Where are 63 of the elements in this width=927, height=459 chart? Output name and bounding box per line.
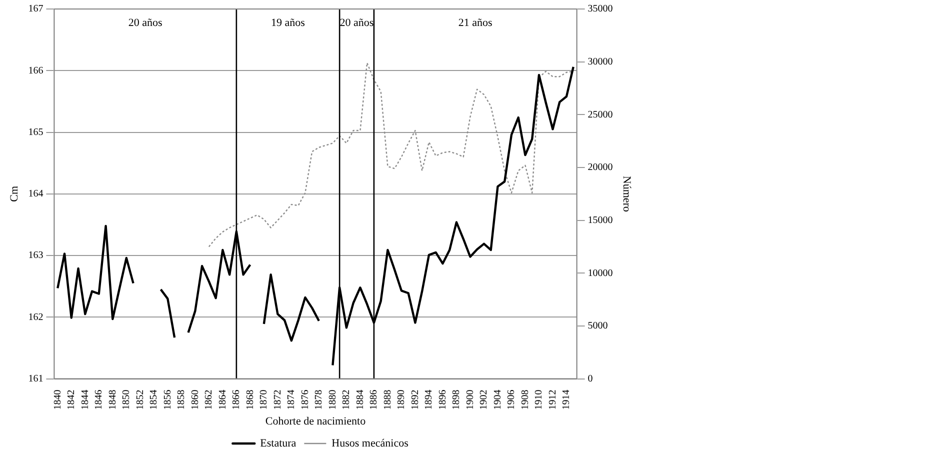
x-tick-label: 1910 — [534, 390, 545, 410]
x-tick-label: 1864 — [217, 390, 228, 410]
x-tick-label: 1844 — [80, 390, 91, 410]
y2-tick-label: 5000 — [588, 320, 608, 332]
x-tick-label: 1902 — [478, 390, 490, 410]
y2-tick-label: 35000 — [588, 4, 613, 15]
x-tick-label: 1896 — [437, 390, 448, 410]
x-tick-label: 1888 — [382, 390, 394, 410]
x-tick-label: 1892 — [410, 390, 421, 410]
y-axis-title: Cm — [8, 186, 20, 202]
x-tick-label: 1884 — [354, 390, 366, 410]
x-tick-label: 1850 — [121, 390, 132, 410]
x-tick-label: 1886 — [368, 390, 380, 410]
x-tick-label: 1846 — [94, 390, 105, 410]
x-tick-label: 1856 — [162, 390, 174, 410]
x-tick-label: 1904 — [492, 390, 504, 410]
y2-tick-label: 10000 — [588, 268, 613, 279]
y-tick-label: 163 — [28, 250, 44, 262]
x-tick-label: 1876 — [300, 390, 311, 410]
y-tick-label: 166 — [28, 65, 44, 76]
x-tick-label: 1858 — [176, 390, 188, 410]
y2-tick-label: 15000 — [588, 214, 613, 226]
legend-label: Estatura — [260, 437, 296, 450]
y2-tick-label: 20000 — [588, 162, 613, 174]
x-tick-label: 1906 — [506, 390, 518, 410]
legend-label: Husos mecánicos — [332, 437, 408, 450]
y-tick-label: 167 — [28, 4, 44, 15]
x-tick-label: 1908 — [520, 390, 531, 410]
annotation: 20 años — [340, 16, 374, 29]
x-tick-label: 1874 — [286, 390, 298, 410]
x-tick-label: 1882 — [341, 390, 352, 410]
y-tick-label: 165 — [28, 126, 44, 138]
y-tick-label: 164 — [28, 188, 44, 200]
x-tick-label: 1894 — [424, 390, 435, 410]
x-tick-label: 1854 — [148, 390, 160, 410]
line-series — [208, 62, 574, 248]
x-tick-label: 1890 — [396, 390, 408, 410]
x-tick-label: 1868 — [244, 390, 256, 410]
x-tick-label: 1852 — [134, 390, 146, 410]
annotation: 20 años — [128, 16, 162, 29]
x-tick-label: 1878 — [314, 390, 325, 410]
x-tick-label: 1842 — [66, 390, 78, 410]
y2-tick-label: 0 — [588, 373, 593, 384]
x-tick-label: 1848 — [107, 390, 118, 410]
x-tick-label: 1898 — [451, 390, 462, 410]
x-tick-label: 1912 — [547, 390, 558, 410]
x-tick-label: 1866 — [231, 390, 242, 410]
y2-tick-label: 25000 — [588, 109, 613, 120]
y-tick-label: 162 — [28, 312, 44, 323]
x-tick-label: 1862 — [204, 390, 215, 410]
x-tick-label: 1872 — [272, 390, 284, 410]
x-tick-label: 1870 — [258, 390, 270, 410]
annotation: 19 años — [271, 16, 305, 29]
x-axis-title: Cohorte de nacimiento — [265, 415, 366, 428]
annotation: 21 años — [458, 16, 492, 29]
x-tick-label: 1914 — [561, 390, 572, 410]
x-tick-label: 1880 — [327, 390, 338, 410]
x-tick-label: 1860 — [190, 390, 201, 410]
y-tick-label: 161 — [28, 373, 44, 384]
y2-tick-label: 30000 — [588, 56, 613, 68]
x-tick-label: 1900 — [464, 390, 476, 410]
x-tick-label: 1840 — [52, 390, 64, 410]
y2-axis-title: Número — [620, 176, 633, 212]
